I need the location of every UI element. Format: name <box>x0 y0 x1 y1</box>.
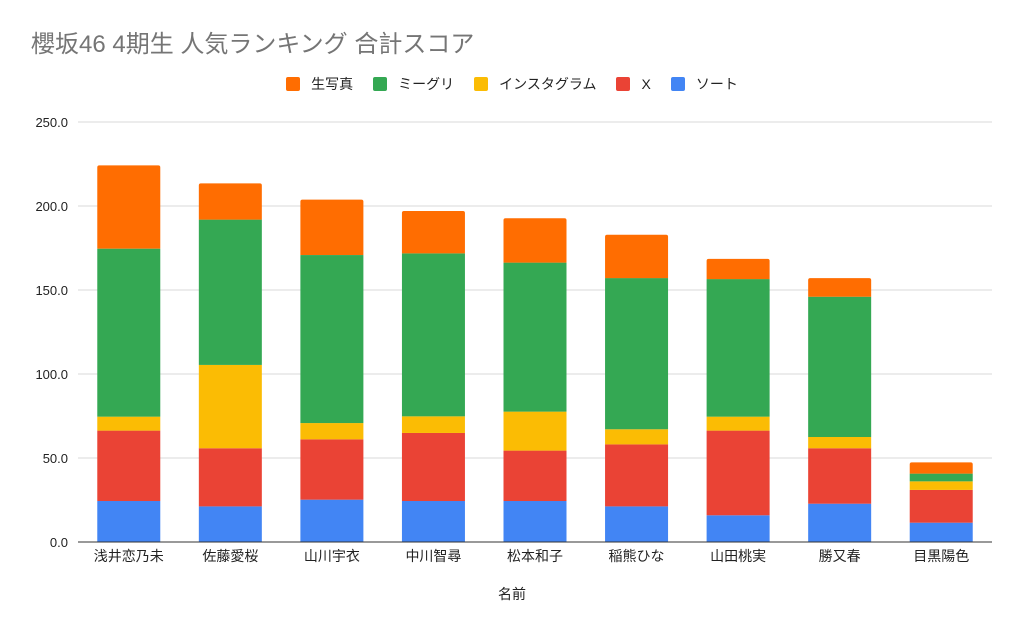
bar-segment[interactable] <box>300 499 364 542</box>
bar-segment[interactable] <box>706 258 770 280</box>
legend-swatch <box>616 77 631 91</box>
bar-segment[interactable] <box>198 506 262 542</box>
x-tick-label: 松本和子 <box>507 549 563 565</box>
bar-stack[interactable] <box>198 183 262 542</box>
bar-segment[interactable] <box>503 218 567 263</box>
x-tick-label: 中川智尋 <box>405 549 461 565</box>
bar-stack[interactable] <box>909 462 973 542</box>
bar-stack[interactable] <box>300 199 364 542</box>
bar-segment[interactable] <box>909 462 973 474</box>
bar-stack[interactable] <box>605 234 669 542</box>
y-axis-ticks: 0.0 50.0 100.0 150.0 200.0 250.0 <box>35 115 68 550</box>
bar-segment[interactable] <box>605 234 669 279</box>
legend-item-photo[interactable]: 生写真 <box>286 74 353 94</box>
bar-segment[interactable] <box>503 262 567 412</box>
x-tick-label: 勝又春 <box>819 549 861 565</box>
y-tick-label: 100.0 <box>35 367 68 382</box>
bar-segment[interactable] <box>401 211 465 254</box>
bar-segment[interactable] <box>198 219 262 365</box>
bar-segment[interactable] <box>503 501 567 542</box>
bar-segment[interactable] <box>300 255 364 424</box>
legend-label: ミーグリ <box>398 76 455 92</box>
legend-item-x[interactable]: X <box>616 74 651 94</box>
bar-segment[interactable] <box>401 501 465 542</box>
legend-swatch <box>373 77 388 91</box>
bar-segment[interactable] <box>97 430 161 502</box>
x-tick-label: 浅井恋乃未 <box>94 548 164 565</box>
chart-title: 櫻坂46 4期生 人気ランキング 合計スコア <box>31 31 475 58</box>
x-axis-title: 名前 <box>498 586 526 602</box>
bar-segment[interactable] <box>401 253 465 417</box>
bar-segment[interactable] <box>97 165 161 249</box>
bar-segment[interactable] <box>300 423 364 440</box>
legend-label: X <box>641 76 651 92</box>
x-tick-label: 目黒陽色 <box>913 548 969 565</box>
bar-segment[interactable] <box>401 432 465 502</box>
bar-segment[interactable] <box>198 183 262 220</box>
legend-swatch <box>286 77 301 91</box>
bar-segment[interactable] <box>503 411 567 451</box>
bar-segment[interactable] <box>605 278 669 430</box>
bar-segment[interactable] <box>706 515 770 542</box>
legend-item-instagram[interactable]: インスタグラム <box>474 74 596 94</box>
bar-stack[interactable] <box>97 165 161 542</box>
y-tick-label: 50.0 <box>43 451 68 466</box>
bar-segment[interactable] <box>808 296 872 437</box>
bar-segment[interactable] <box>909 522 973 542</box>
bar-segment[interactable] <box>808 437 872 449</box>
x-tick-label: 山田桃実 <box>710 549 766 565</box>
bar-segment[interactable] <box>605 444 669 507</box>
legend-item-sort[interactable]: ソート <box>670 74 738 94</box>
bar-segment[interactable] <box>909 489 973 523</box>
bar-segment[interactable] <box>97 416 161 431</box>
x-axis-ticks: 浅井恋乃未 佐藤愛桜 山川宇衣 中川智尋 松本和子 稲熊ひな 山田桃実 勝又春 目黒陽色 <box>94 548 969 565</box>
bar-segment[interactable] <box>300 439 364 500</box>
bar-stack[interactable] <box>706 258 770 542</box>
legend-swatch <box>474 77 489 91</box>
legend-label: 生写真 <box>311 76 354 92</box>
bar-segment[interactable] <box>909 473 973 482</box>
legend-label: インスタグラム <box>499 76 597 92</box>
legend-item-meeguri[interactable]: ミーグリ <box>373 74 454 94</box>
bar-segment[interactable] <box>198 448 262 507</box>
bar-segment[interactable] <box>605 506 669 542</box>
bar-segment[interactable] <box>605 429 669 445</box>
bar-segment[interactable] <box>503 450 567 502</box>
legend-swatch <box>670 77 685 91</box>
y-tick-label: 250.0 <box>35 115 68 130</box>
bar-segment[interactable] <box>706 416 770 431</box>
bar-segment[interactable] <box>808 278 872 297</box>
bars <box>97 165 973 542</box>
y-tick-label: 150.0 <box>35 283 68 298</box>
bar-segment[interactable] <box>198 364 262 449</box>
x-tick-label: 佐藤愛桜 <box>202 549 258 565</box>
y-tick-label: 200.0 <box>35 199 68 214</box>
bar-segment[interactable] <box>706 430 770 516</box>
y-tick-label: 0.0 <box>50 535 68 550</box>
bar-segment[interactable] <box>909 481 973 490</box>
bar-segment[interactable] <box>808 503 872 542</box>
bar-segment[interactable] <box>401 416 465 433</box>
x-tick-label: 山川宇衣 <box>304 549 360 565</box>
bar-segment[interactable] <box>808 448 872 504</box>
bar-segment[interactable] <box>706 279 770 417</box>
bar-segment[interactable] <box>97 501 161 542</box>
bar-stack[interactable] <box>401 211 465 542</box>
bar-segment[interactable] <box>300 199 364 256</box>
legend: 生写真 ミーグリ インスタグラム X ソート <box>0 74 1024 94</box>
x-tick-label: 稲熊ひな <box>609 549 665 565</box>
bar-stack[interactable] <box>808 278 872 542</box>
bar-stack[interactable] <box>503 218 567 542</box>
bar-segment[interactable] <box>97 248 161 417</box>
legend-label: ソート <box>695 76 738 92</box>
